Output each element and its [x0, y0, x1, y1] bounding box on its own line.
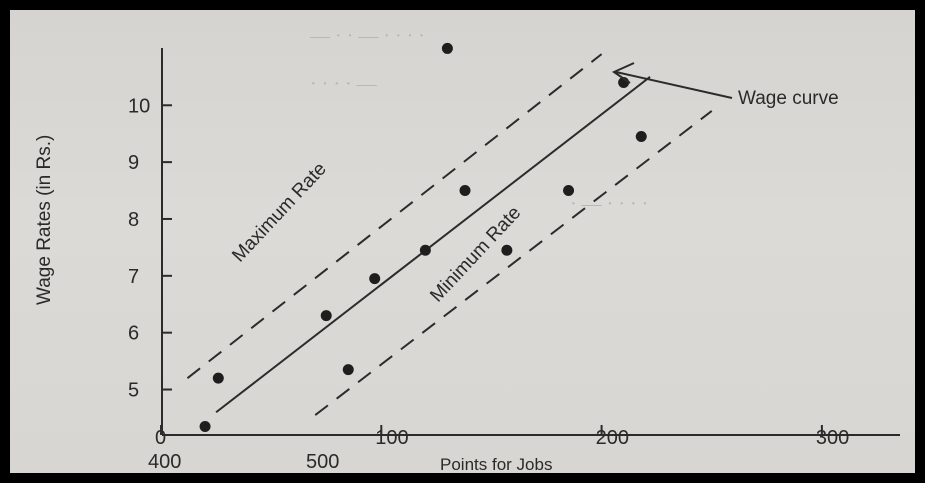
svg-text:— · · — · · · ·: — · · — · · · ·: [309, 25, 425, 47]
maximum-rate-line: [186, 53, 603, 379]
y-tick-label: 5: [128, 380, 139, 402]
y-tick-label: 8: [128, 209, 139, 231]
data-point: [419, 244, 431, 256]
data-point: [342, 364, 354, 376]
scanned-book-page: — · · — · · · · · · · · — · — · · · · 5 6…: [10, 10, 915, 473]
minimum-rate-line: [314, 110, 713, 416]
x-extra-label-400: 400: [148, 451, 181, 473]
data-point: [369, 273, 381, 285]
svg-text:· — · · · ·: · — · · · ·: [570, 193, 648, 215]
data-point: [459, 185, 471, 197]
x-tick-label: 100: [375, 427, 408, 449]
data-point: [635, 131, 647, 143]
axes: [161, 48, 900, 436]
y-axis-label: Wage Rates (in Rs.): [34, 135, 55, 305]
data-point: [441, 42, 453, 54]
y-axis-ticks: 5 6 7 8 9 10: [128, 95, 172, 402]
y-tick-label: 6: [128, 323, 139, 345]
x-axis-ticks: 0 100 200 300: [155, 425, 849, 449]
maximum-rate-label: Maximum Rate: [228, 159, 330, 267]
y-tick-label: 10: [128, 95, 150, 117]
data-point: [212, 372, 224, 384]
x-extra-label-500: 500: [306, 451, 339, 473]
x-tick-label: 300: [816, 427, 849, 449]
y-tick-label: 9: [128, 152, 139, 174]
data-point: [199, 420, 211, 432]
wage-curve-line: [215, 76, 651, 414]
data-point: [563, 185, 575, 197]
x-tick-label: 200: [596, 427, 629, 449]
y-tick-label: 7: [128, 266, 139, 288]
wage-curve-arrow: [611, 62, 733, 99]
x-tick-label: 0: [155, 427, 166, 449]
bleed-through-text: — · · — · · · · · · · · — · — · · · ·: [309, 25, 648, 215]
wage-curve-label: Wage curve: [738, 88, 839, 109]
data-point: [320, 310, 332, 322]
rate-lines: [186, 53, 713, 416]
wage-curve-chart: 5 6 7 8 9 10 0 100 200 300 400 500 Points for Jo…: [34, 42, 900, 473]
svg-text:· · · · —: · · · · —: [310, 73, 378, 95]
data-point: [501, 244, 513, 256]
data-points: [199, 42, 647, 432]
x-axis-label: Points for Jobs: [440, 455, 552, 473]
